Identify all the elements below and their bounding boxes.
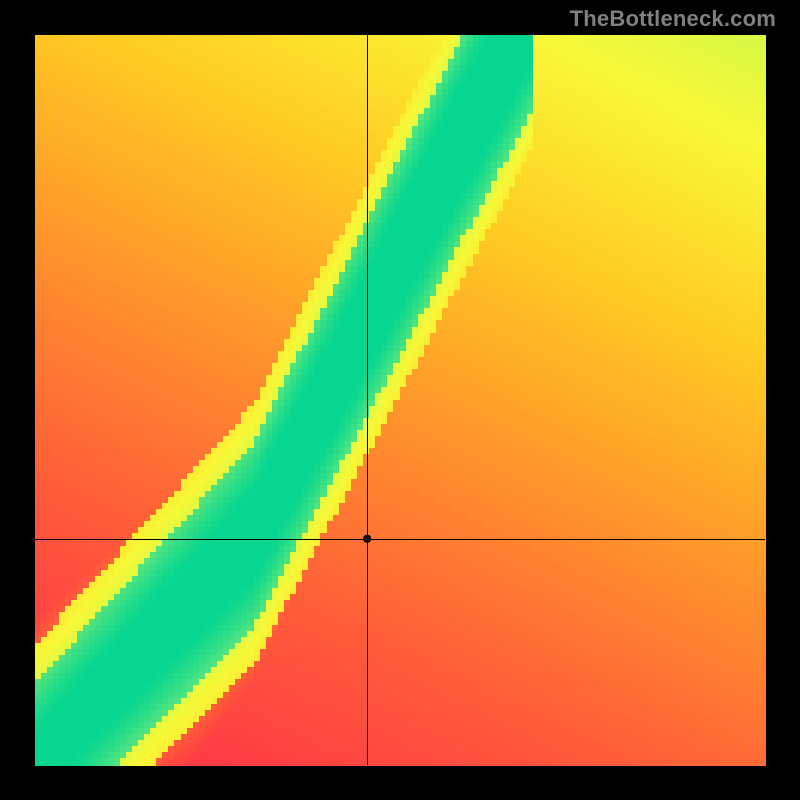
watermark-text: TheBottleneck.com — [570, 6, 776, 32]
chart-container: TheBottleneck.com — [0, 0, 800, 800]
heatmap-canvas — [0, 0, 800, 800]
